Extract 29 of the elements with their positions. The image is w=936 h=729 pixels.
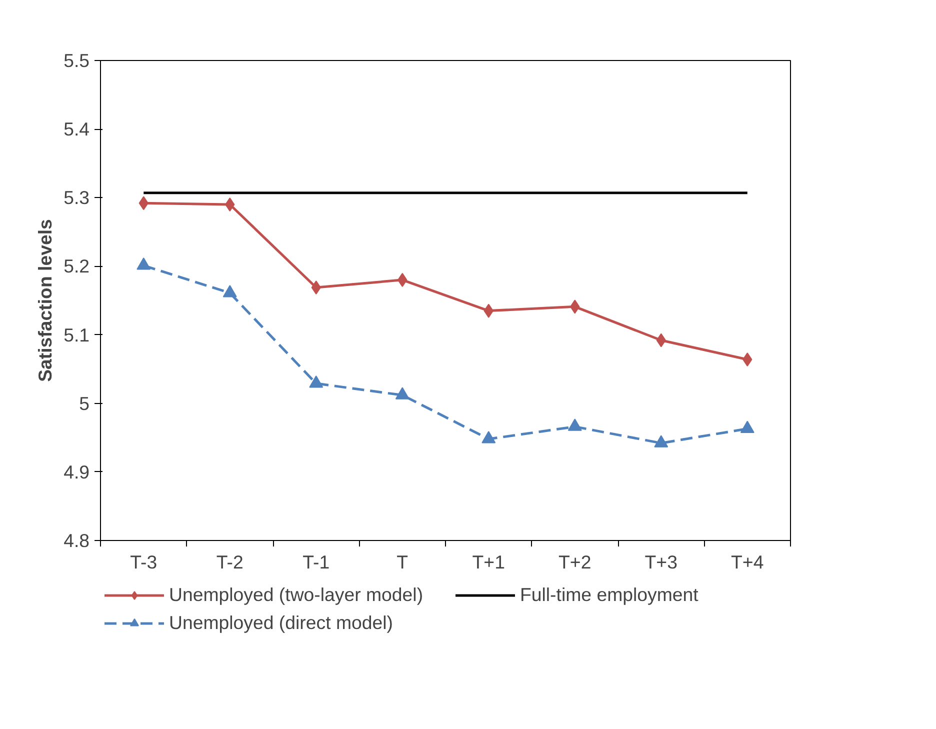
point — [654, 435, 668, 448]
point — [568, 418, 582, 431]
point — [482, 431, 496, 444]
x-tick-label: T-3 — [130, 552, 158, 572]
x-tick-label: T — [396, 552, 408, 572]
x-tick-label: T-1 — [302, 552, 330, 572]
y-tick-label: 5.2 — [64, 256, 90, 277]
point — [136, 258, 151, 270]
legend-label: Unemployed (two-layer model) — [169, 584, 424, 606]
point — [222, 284, 237, 298]
x-tick-label: T+4 — [731, 552, 764, 572]
y-tick-label: 5.4 — [64, 118, 90, 140]
x-tick-label: T+1 — [472, 552, 505, 572]
legend-label: Full-time employment — [520, 584, 700, 606]
y-tick-label: 5.1 — [64, 324, 90, 346]
y-tick-label: 5.3 — [64, 187, 90, 208]
y-tick-label: 5 — [79, 392, 90, 414]
y-axis-title: Satisfaction levels — [34, 219, 56, 382]
y-tick-label: 4.8 — [64, 530, 90, 551]
point — [395, 387, 410, 400]
x-tick-label: T+3 — [644, 552, 678, 572]
y-tick-label: 4.9 — [64, 461, 90, 482]
x-tick-label: T+2 — [558, 552, 592, 572]
point — [740, 420, 754, 433]
legend-label: Unemployed (direct model) — [169, 612, 394, 634]
x-tick-label: T-2 — [216, 552, 244, 572]
point — [309, 375, 324, 388]
y-tick-label: 5.5 — [64, 50, 90, 71]
point — [225, 198, 235, 212]
